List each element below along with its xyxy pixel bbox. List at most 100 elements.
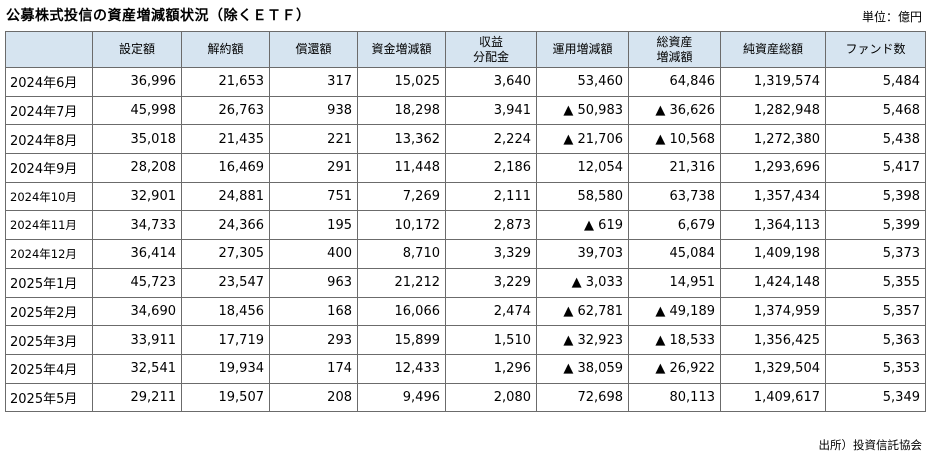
table-cell: 5,399 xyxy=(825,210,926,241)
table-row: 2025年2月 34,690 18,456 168 16,066 2,474 ▲ 62,78… xyxy=(5,296,926,327)
table-cell: 293 xyxy=(269,325,358,355)
column-header-label: 運用増減額 xyxy=(552,42,613,56)
table-cell: 1,282,948 xyxy=(720,95,826,126)
source-note: 出所）投資信託協会 xyxy=(818,438,923,452)
table-cell: 400 xyxy=(269,239,358,269)
table-cell: ▲ 619 xyxy=(536,210,629,241)
column-header-label: ファンド数 xyxy=(845,42,906,56)
table-cell: 39,703 xyxy=(536,239,629,269)
table-cell: 33,911 xyxy=(92,325,182,355)
row-month-cell: 2025年5月 xyxy=(5,382,93,413)
table-cell: 16,066 xyxy=(357,296,446,327)
row-month-cell: 2025年3月 xyxy=(5,325,93,355)
table-cell: 21,435 xyxy=(181,124,270,155)
table-cell: ▲ 62,781 xyxy=(536,296,629,327)
table-cell: 1,424,148 xyxy=(720,267,826,298)
table-cell: 2,474 xyxy=(445,296,537,327)
table-cell: 11,448 xyxy=(357,153,446,183)
row-month-cell: 2025年4月 xyxy=(5,353,93,384)
table-cell: 27,305 xyxy=(181,239,270,269)
table-cell: 2,080 xyxy=(445,382,537,413)
table-cell: 80,113 xyxy=(628,382,721,413)
table-cell: 5,484 xyxy=(825,67,926,97)
column-header: 資金増減額 xyxy=(357,31,446,68)
table-cell: 1,409,198 xyxy=(720,239,826,269)
table-cell: 1,374,959 xyxy=(720,296,826,327)
table-cell: 5,363 xyxy=(825,325,926,355)
table-cell: 1,357,434 xyxy=(720,181,826,212)
column-header: 償還額 xyxy=(269,31,358,68)
table-cell: 15,025 xyxy=(357,67,446,97)
table-cell: 12,054 xyxy=(536,153,629,183)
table-cell: 5,438 xyxy=(825,124,926,155)
table-cell: 8,710 xyxy=(357,239,446,269)
table-cell: ▲ 36,626 xyxy=(628,95,721,126)
table-cell: 5,357 xyxy=(825,296,926,327)
row-month-cell: 2024年9月 xyxy=(5,153,93,183)
row-month-cell: 2024年7月 xyxy=(5,95,93,126)
table-cell: 5,349 xyxy=(825,382,926,413)
table-cell: 3,229 xyxy=(445,267,537,298)
table-cell: 14,951 xyxy=(628,267,721,298)
table-body: 2024年6月 36,996 21,653 317 15,025 3,640 53,460 6… xyxy=(5,67,926,413)
table-cell: 5,355 xyxy=(825,267,926,298)
table-row: 2025年4月 32,541 19,934 174 12,433 1,296 ▲ 38,05… xyxy=(5,353,926,384)
table-cell: 2,873 xyxy=(445,210,537,241)
table-cell: 963 xyxy=(269,267,358,298)
table-cell: 45,723 xyxy=(92,267,182,298)
table-cell: 32,541 xyxy=(92,353,182,384)
table-cell: 72,698 xyxy=(536,382,629,413)
table-cell: 5,353 xyxy=(825,353,926,384)
table-cell: 1,329,504 xyxy=(720,353,826,384)
table-cell: 1,364,113 xyxy=(720,210,826,241)
column-header: ファンド数 xyxy=(825,31,926,68)
row-month-cell: 2024年10月 xyxy=(5,181,93,212)
table-cell: 64,846 xyxy=(628,67,721,97)
table-cell: 21,212 xyxy=(357,267,446,298)
table-cell: 3,941 xyxy=(445,95,537,126)
table-row: 2025年3月 33,911 17,719 293 15,899 1,510 ▲ 32,92… xyxy=(5,325,926,355)
unit-label: 単位：億円 xyxy=(861,10,922,24)
table-cell: 13,362 xyxy=(357,124,446,155)
table-cell: 34,733 xyxy=(92,210,182,241)
column-header: 収益 分配金 xyxy=(445,31,537,68)
row-month-cell: 2025年1月 xyxy=(5,267,93,298)
table-cell: ▲ 38,059 xyxy=(536,353,629,384)
table-cell: 221 xyxy=(269,124,358,155)
table-cell: 174 xyxy=(269,353,358,384)
table-cell: 21,653 xyxy=(181,67,270,97)
table-row: 2024年12月 36,414 27,305 400 8,710 3,329 39,703 4… xyxy=(5,239,926,269)
table-cell: 58,580 xyxy=(536,181,629,212)
table-cell: 1,272,380 xyxy=(720,124,826,155)
table-cell: ▲ 26,922 xyxy=(628,353,721,384)
row-month-cell: 2024年12月 xyxy=(5,239,93,269)
table-cell: 3,329 xyxy=(445,239,537,269)
column-header: 運用増減額 xyxy=(536,31,629,68)
table-cell: ▲ 32,923 xyxy=(536,325,629,355)
row-month-cell: 2024年6月 xyxy=(5,67,93,97)
table-cell: ▲ 21,706 xyxy=(536,124,629,155)
table-cell: 208 xyxy=(269,382,358,413)
table-cell: 32,901 xyxy=(92,181,182,212)
table-cell: ▲ 49,189 xyxy=(628,296,721,327)
table-cell: ▲ 3,033 xyxy=(536,267,629,298)
table-cell: 9,496 xyxy=(357,382,446,413)
table-cell: 19,934 xyxy=(181,353,270,384)
table-cell: ▲ 50,983 xyxy=(536,95,629,126)
table-row: 2024年6月 36,996 21,653 317 15,025 3,640 53,460 6… xyxy=(5,67,926,97)
table-cell: 751 xyxy=(269,181,358,212)
column-header-label: 収益 xyxy=(478,34,503,49)
table-cell: 17,719 xyxy=(181,325,270,355)
table-cell: 3,640 xyxy=(445,67,537,97)
table-cell: 10,172 xyxy=(357,210,446,241)
table-cell: 1,356,425 xyxy=(720,325,826,355)
table-cell: 18,456 xyxy=(181,296,270,327)
table-cell: 29,211 xyxy=(92,382,182,413)
table-cell: 1,293,696 xyxy=(720,153,826,183)
table-cell: 19,507 xyxy=(181,382,270,413)
table-cell: 1,296 xyxy=(445,353,537,384)
column-header: 解約額 xyxy=(181,31,270,68)
column-header-label-line2: 増減額 xyxy=(656,49,693,64)
table-row: 2025年5月 29,211 19,507 208 9,496 2,080 72,698 80… xyxy=(5,382,926,413)
table-cell: 12,433 xyxy=(357,353,446,384)
